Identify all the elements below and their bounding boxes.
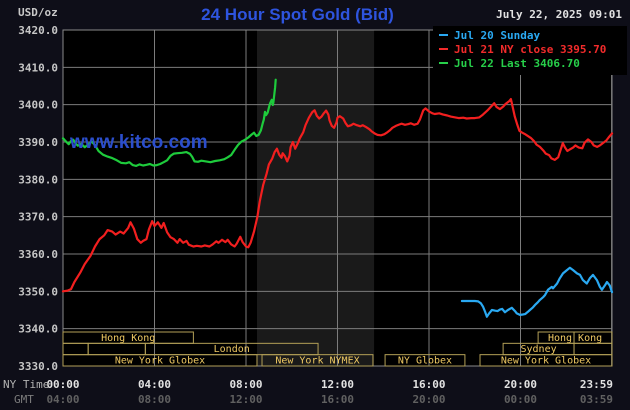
kitco-watermark: www.kitco.com <box>70 132 208 153</box>
series-line-jul-22-last-3406-70 <box>61 78 277 167</box>
y-tick-label: 3370.0 <box>18 211 58 224</box>
series-line-jul-21-ny-close-3395-70 <box>61 97 614 293</box>
session-label: Hong Kong <box>548 333 602 344</box>
nymex-session-shade <box>256 30 375 366</box>
legend-item-label: Jul 22 Last 3406.70 <box>454 57 580 70</box>
x-tick-gmt: 00:00 <box>504 393 537 406</box>
y-tick-label: 3390.0 <box>18 136 58 149</box>
session-label: New York Globex <box>501 356 591 367</box>
legend-item: Jul 20 Sunday <box>439 29 627 43</box>
x-tick-ny: 08:00 <box>229 378 262 391</box>
legend-item-label: Jul 20 Sunday <box>454 29 541 42</box>
datetime-label: July 22, 2025 09:01 <box>496 8 622 21</box>
session-label: Sydney <box>521 344 557 355</box>
y-tick-label: 3360.0 <box>18 248 58 261</box>
page-title: 24 Hour Spot Gold (Bid) <box>201 5 394 24</box>
x-tick-gmt: 03:59 <box>580 393 613 406</box>
session-box <box>384 354 466 367</box>
ny-time-axis-label: NY Time <box>3 378 50 391</box>
legend-marker-dash <box>439 62 448 64</box>
x-tick-gmt: 20:00 <box>412 393 445 406</box>
x-tick-gmt: 08:00 <box>138 393 171 406</box>
x-tick-gmt: 16:00 <box>321 393 354 406</box>
x-tick-ny: 20:00 <box>504 378 537 391</box>
y-tick-label: 3350.0 <box>18 285 58 298</box>
legend-marker-dash <box>439 48 448 50</box>
y-tick-label: 3330.0 <box>18 360 58 373</box>
y-tick-label: 3380.0 <box>18 173 58 186</box>
x-tick-gmt: 04:00 <box>46 393 79 406</box>
session-label: New York Globex <box>115 356 205 367</box>
session-label: London <box>214 344 250 355</box>
legend: Jul 20 Sunday Jul 21 NY close 3395.70 Jul … <box>433 26 627 75</box>
session-label: Hong Kong <box>101 333 155 344</box>
x-tick-ny: 00:00 <box>46 378 79 391</box>
legend-item: Jul 22 Last 3406.70 <box>439 57 627 71</box>
session-label: New York NYMEX <box>275 356 359 367</box>
legend-marker-dash <box>439 34 448 36</box>
session-box <box>261 354 374 367</box>
x-tick-ny: 23:59 <box>580 378 613 391</box>
legend-item-label: Jul 21 NY close 3395.70 <box>454 43 607 56</box>
series-line-jul-20-sunday <box>460 266 614 318</box>
gmt-axis-label: GMT <box>14 393 34 406</box>
y-tick-label: 3400.0 <box>18 99 58 112</box>
legend-item: Jul 21 NY close 3395.70 <box>439 43 627 57</box>
session-label: NY Globex <box>398 356 452 367</box>
unit-label: USD/oz <box>18 6 58 19</box>
x-tick-gmt: 12:00 <box>229 393 262 406</box>
y-tick-label: 3410.0 <box>18 61 58 74</box>
x-tick-ny: 04:00 <box>138 378 171 391</box>
y-tick-label: 3340.0 <box>18 323 58 336</box>
session-box <box>62 354 258 367</box>
session-box <box>479 354 613 367</box>
x-tick-ny: 16:00 <box>412 378 445 391</box>
x-tick-ny: 12:00 <box>321 378 354 391</box>
y-tick-label: 3420.0 <box>18 24 58 37</box>
